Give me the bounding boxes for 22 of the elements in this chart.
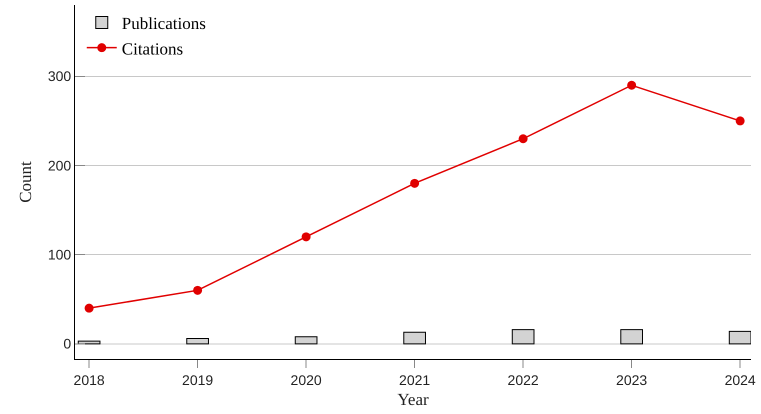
point	[736, 116, 745, 126]
x-tick-label: 2020	[290, 372, 322, 388]
x-tick-label: 2022	[508, 372, 539, 388]
y-tick-label: 0	[63, 336, 72, 352]
x-tick-label: 2018	[74, 372, 105, 388]
x-axis-title: Year	[397, 390, 429, 410]
point	[518, 134, 528, 144]
y-tick-label: 300	[48, 68, 72, 84]
point	[193, 286, 202, 295]
x-tick-label: 2024	[724, 372, 756, 388]
x-tick-label: 2019	[182, 372, 214, 388]
y-axis-title: Count	[16, 160, 35, 203]
legend-label: Publications	[122, 14, 206, 34]
y-tick-label: 200	[48, 157, 72, 174]
point	[410, 178, 420, 188]
x-tick-label: 2023	[616, 372, 648, 388]
point	[84, 304, 94, 313]
point	[302, 232, 311, 242]
y-tick-label: 100	[48, 246, 72, 263]
x-tick-label: 2021	[399, 372, 430, 388]
point	[627, 80, 636, 90]
legend-label: Citations	[122, 39, 184, 58]
